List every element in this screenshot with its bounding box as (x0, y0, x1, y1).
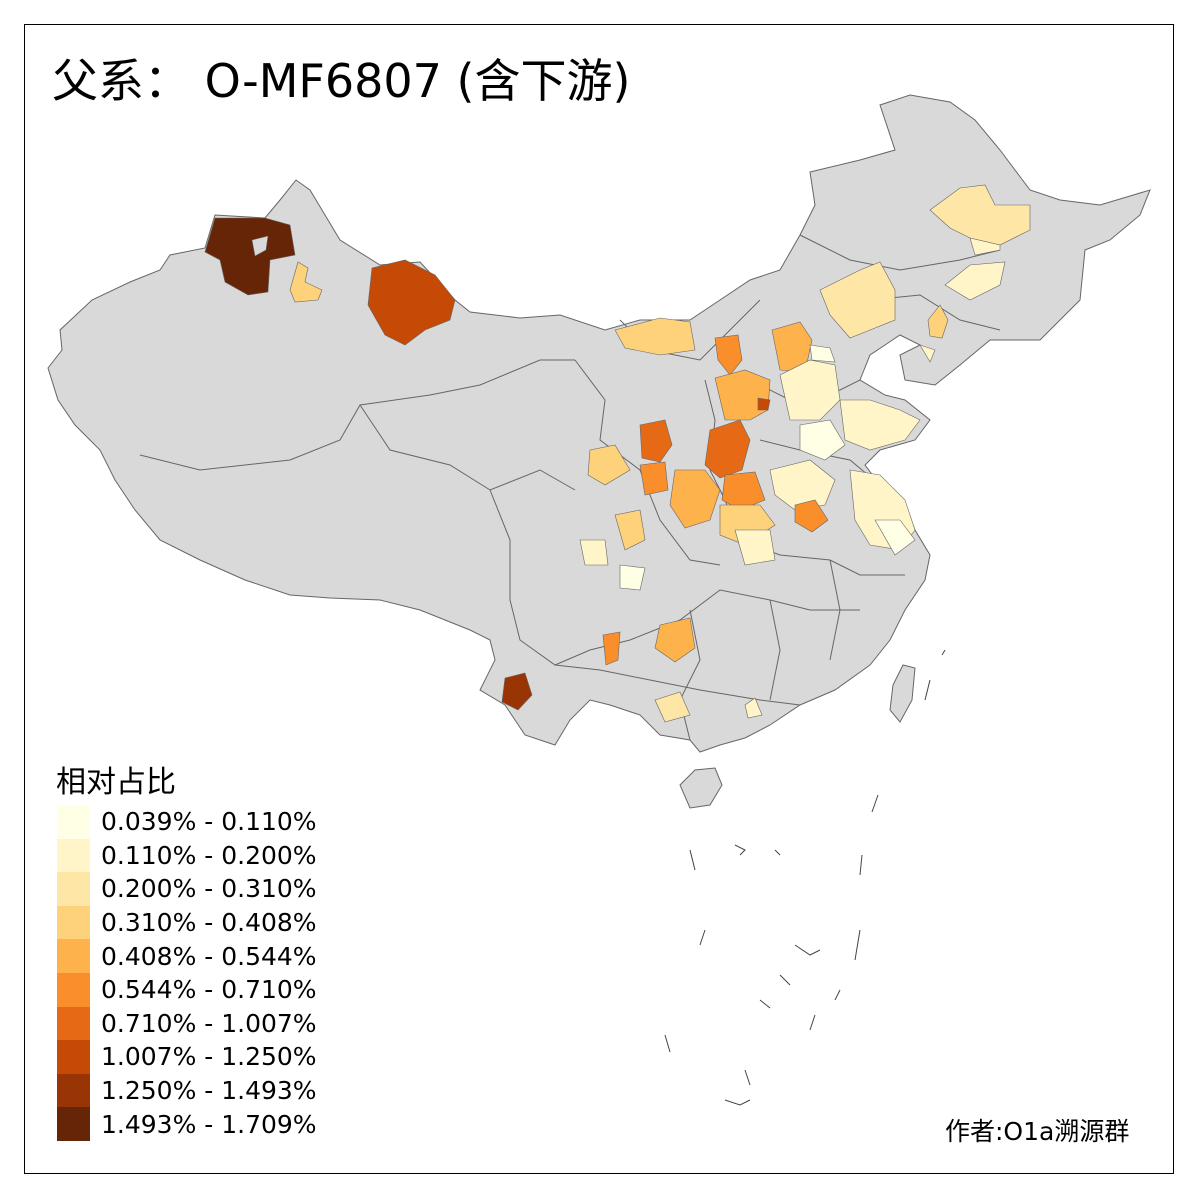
region-shandong (839, 399, 921, 451)
region-liaoning-n (927, 304, 949, 339)
region-heilongjiang-c (969, 237, 1001, 256)
region-shanxi (714, 369, 771, 421)
legend: 0.039% - 0.110% 0.110% - 0.200% 0.200% -… (57, 805, 317, 1141)
legend-label: 0.710% - 1.007% (101, 1008, 317, 1038)
legend-swatch (57, 872, 90, 906)
region-shaanxi-n (639, 419, 673, 463)
legend-item: 1.250% - 1.493% (57, 1073, 317, 1108)
region-anhui (769, 459, 836, 511)
legend-item: 1.493% - 1.709% (57, 1107, 317, 1141)
legend-item: 0.710% - 1.007% (57, 1006, 317, 1041)
legend-label: 0.408% - 0.544% (101, 941, 317, 971)
legend-item: 0.039% - 0.110% (57, 805, 317, 839)
region-guangdong (744, 697, 763, 719)
page-title: 父系： O-MF6807 (含下游) (52, 54, 631, 108)
mainland-china (47, 94, 1151, 753)
region-shaanxi (639, 461, 669, 496)
region-yunnan (602, 631, 621, 666)
legend-item: 0.110% - 0.200% (57, 838, 317, 873)
legend-swatch (57, 838, 90, 873)
region-heilongjiang-w (929, 184, 1031, 246)
legend-item: 0.408% - 0.544% (57, 939, 317, 973)
region-guizhou (654, 617, 696, 663)
region-beijing (809, 344, 836, 363)
legend-item: 1.007% - 1.250% (57, 1040, 317, 1074)
region-shanxi-dot (757, 397, 771, 411)
legend-title: 相对占比 (56, 765, 176, 800)
region-anhui-s (794, 499, 829, 533)
region-altay-lake (251, 235, 269, 257)
region-hebei-n (771, 321, 813, 373)
hainan-island (679, 767, 723, 809)
prefecture-regions (204, 184, 1031, 723)
legend-swatch (57, 1040, 90, 1074)
legend-item: 0.544% - 0.710% (57, 972, 317, 1007)
region-chongqing (619, 564, 646, 591)
legend-label: 0.310% - 0.408% (101, 908, 317, 938)
legend-label: 0.544% - 0.710% (101, 975, 317, 1005)
region-xinjiang-small (289, 261, 323, 303)
legend-label: 1.493% - 1.709% (101, 1109, 317, 1139)
legend-label: 1.007% - 1.250% (101, 1042, 317, 1072)
legend-swatch (57, 905, 90, 940)
region-shanxi-c (704, 419, 751, 479)
legend-swatch (57, 972, 90, 1007)
taiwan-island (889, 664, 916, 723)
region-shandong-w (799, 419, 846, 461)
legend-label: 0.039% - 0.110% (101, 807, 317, 837)
region-altay-north (204, 217, 296, 296)
region-yunnan-s (501, 672, 533, 711)
region-jilin (944, 261, 1006, 301)
legend-item: 0.310% - 0.408% (57, 905, 317, 940)
region-henan (669, 469, 721, 529)
region-xinjiang-east (367, 259, 456, 346)
region-shanxi-n (714, 334, 743, 376)
region-hubei (734, 529, 776, 566)
legend-label: 0.110% - 0.200% (101, 840, 317, 870)
region-sichuan-n (614, 509, 646, 551)
legend-swatch (57, 1073, 90, 1108)
region-guangxi (654, 691, 691, 723)
region-inner-mongolia-e (819, 261, 896, 339)
legend-swatch (57, 1107, 90, 1141)
legend-label: 0.200% - 0.310% (101, 874, 317, 904)
region-jiangsu-s (874, 519, 916, 556)
region-gansu (587, 444, 631, 486)
region-liaoning-s (919, 344, 936, 363)
author-credit: 作者:O1a溯源群 (945, 1117, 1130, 1146)
legend-label: 1.250% - 1.493% (101, 1076, 317, 1106)
legend-swatch (57, 805, 90, 839)
legend-item: 0.200% - 0.310% (57, 872, 317, 906)
south-sea-islands (664, 649, 946, 1106)
region-sichuan (579, 539, 609, 566)
legend-swatch (57, 939, 90, 973)
region-inner-mongolia-w (614, 317, 696, 356)
legend-swatch (57, 1006, 90, 1041)
